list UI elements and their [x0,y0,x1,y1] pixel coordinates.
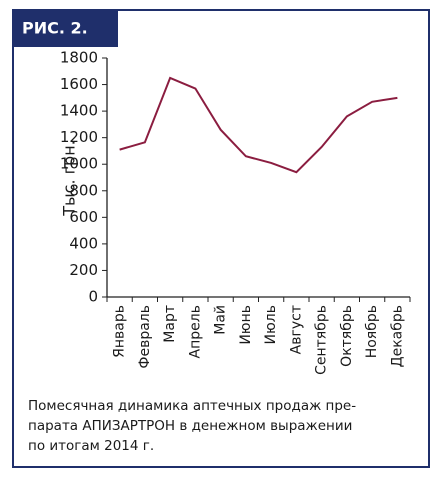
x-tick-label: Январь [112,305,128,358]
frame [12,9,430,468]
data-line [119,76,398,174]
y-tick-label: 400 [69,234,98,252]
y-tick-label: 1200 [60,128,98,146]
x-tick-label: Май [213,305,229,335]
x-tick-label: Июнь [238,305,254,345]
y-axis-label: Тыс. грн. [60,140,79,216]
caption-line: Помесячная динамика аптечных продаж пре- [28,398,356,414]
x-tick-label: Февраль [137,305,153,369]
y-tick-label: 200 [69,261,98,279]
y-tick-label: 600 [69,208,98,226]
y-tick-label: 0 [88,288,98,306]
label-box [12,9,118,47]
x-tick-label: Ноябрь [364,305,380,358]
x-tick-label: Октябрь [339,305,355,367]
y-tick-label: 1000 [60,155,98,173]
x-tick-label: Март [162,305,178,343]
caption-line: по итогам 2014 г. [28,438,154,454]
y-tick-label: 800 [69,181,98,199]
y-tick-label: 1400 [60,102,98,120]
x-tick-label: Декабрь [389,305,405,367]
x-tick-label: Июль [263,305,279,344]
y-tick-label: 1800 [60,49,98,67]
x-tick-label: Сентябрь [314,305,330,375]
caption-line: парата АПИЗАРТРОН в денежном выражении [28,418,352,434]
x-tick-label: Август [288,305,304,354]
y-tick-label: 1600 [60,75,98,93]
figure-label: РИС. 2. [22,19,88,38]
x-tick-label: Апрель [187,305,203,358]
